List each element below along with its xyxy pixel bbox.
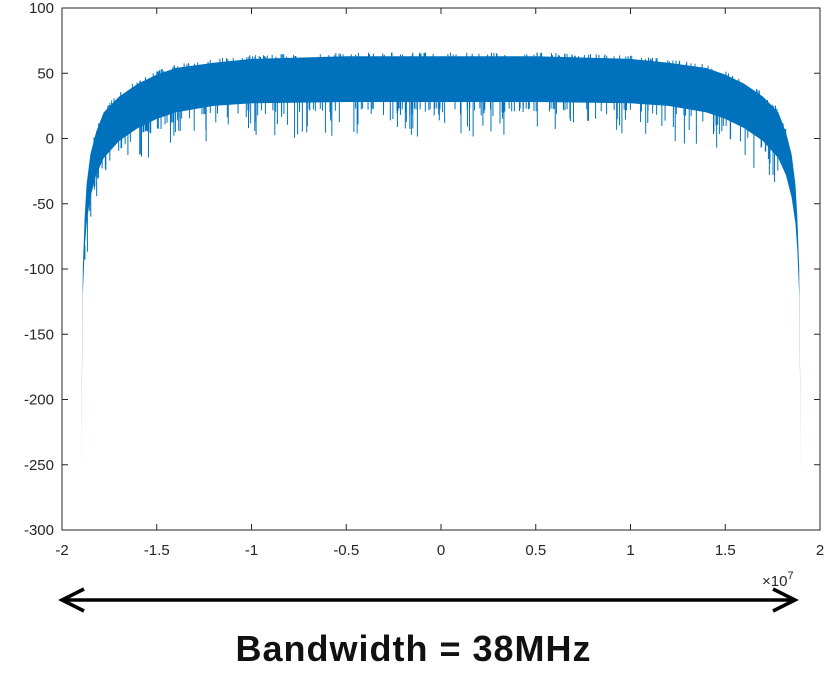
x-tick-label: -2: [55, 542, 68, 559]
x-tick-label: -1.5: [144, 542, 170, 559]
y-tick-label: 0: [46, 131, 54, 148]
x-tick-label: 0: [437, 542, 445, 559]
x-tick-label: -0.5: [333, 542, 359, 559]
plot-area: [81, 52, 801, 478]
y-tick-label: -150: [24, 326, 54, 343]
bandwidth-caption: Bandwidth = 38MHz: [235, 628, 592, 669]
arrow-head-right: [772, 587, 799, 613]
x-tick-label: 1: [626, 542, 634, 559]
y-tick-label: -300: [24, 522, 54, 539]
y-tick-label: -100: [24, 261, 54, 278]
y-tick-label: -200: [24, 392, 54, 409]
x-tick-label: 0.5: [525, 542, 546, 559]
arrow-head-left: [58, 587, 85, 613]
y-tick-label: 100: [29, 0, 54, 17]
y-tick-label: 50: [37, 65, 54, 82]
y-tick-label: -50: [32, 196, 54, 213]
x-tick-label: -1: [245, 542, 258, 559]
x-axis-ticks: -2 -1.5 -1 -0.5 0 0.5 1 1.5 2: [55, 8, 824, 559]
x-tick-label: 1.5: [715, 542, 736, 559]
spectrum-band: [81, 56, 801, 478]
chart-svg: 100 50 0 -50 -100 -150 -200 -250 -300 -2 -1.5 -1 -0…: [24, 0, 824, 613]
x-tick-label: 2: [816, 542, 824, 559]
x-axis-multiplier: ×107: [762, 570, 794, 590]
axes-frame: [61, 7, 821, 531]
bandwidth-arrow: [58, 587, 799, 613]
y-axis-ticks: 100 50 0 -50 -100 -150 -200 -250 -300: [24, 0, 820, 539]
y-tick-label: -250: [24, 457, 54, 474]
